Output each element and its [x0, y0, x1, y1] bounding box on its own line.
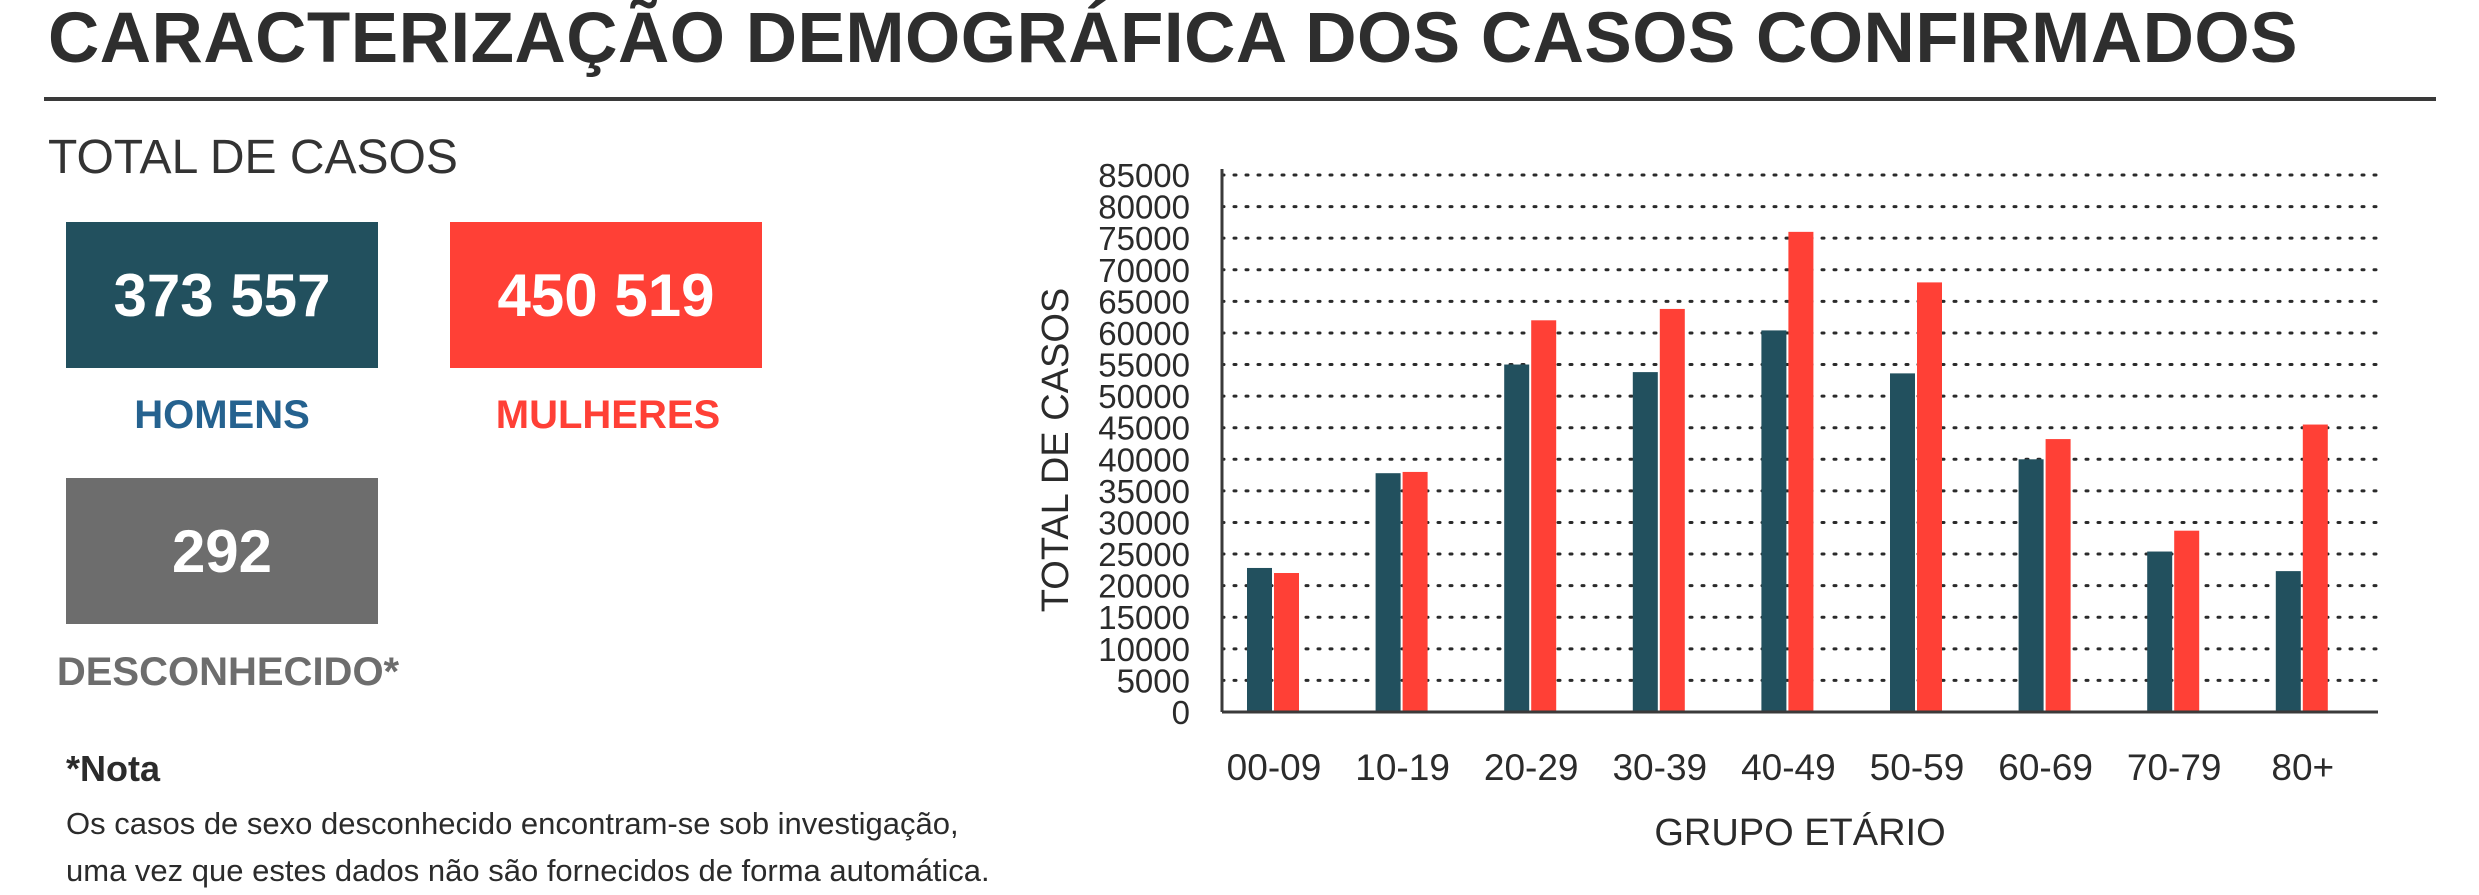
men-total-box: 373 557: [66, 222, 378, 368]
x-tick-label: 50-59: [1870, 747, 1965, 788]
x-tick-label: 30-39: [1612, 747, 1707, 788]
page-title: CARACTERIZAÇÃO DEMOGRÁFICA DOS CASOS CON…: [48, 0, 2298, 78]
y-tick-label: 5000: [1117, 662, 1190, 699]
bar-70-79-series-0: [2147, 551, 2173, 712]
y-tick-label: 60000: [1098, 315, 1190, 352]
y-tick-label: 50000: [1098, 378, 1190, 415]
bar-20-29-series-1: [1531, 320, 1557, 712]
x-tick-label: 10-19: [1355, 747, 1450, 788]
bar-50-59-series-1: [1917, 282, 1942, 712]
x-tick-label: 40-49: [1741, 747, 1836, 788]
y-tick-label: 40000: [1098, 441, 1190, 478]
x-axis-title: GRUPO ETÁRIO: [1654, 811, 1945, 854]
y-tick-label: 85000: [1098, 157, 1190, 194]
x-tick-label: 80+: [2271, 747, 2334, 788]
y-tick-label: 55000: [1098, 347, 1190, 384]
y-tick-label: 0: [1172, 694, 1190, 731]
x-tick-label: 00-09: [1227, 747, 1322, 788]
y-tick-labels: 0500010000150002000025000300003500040000…: [1098, 157, 1190, 731]
bar-80+-series-1: [2302, 424, 2328, 712]
bar-70-79-series-1: [2174, 530, 2200, 712]
y-tick-label: 80000: [1098, 189, 1190, 226]
men-total-value: 373 557: [113, 261, 331, 329]
y-tick-label: 70000: [1098, 252, 1190, 289]
bar-40-49-series-1: [1788, 231, 1814, 712]
note-text: Os casos de sexo desconhecido encontram-…: [66, 800, 990, 894]
women-total-box: 450 519: [450, 222, 762, 368]
unknown-total-value: 292: [171, 517, 273, 585]
bar-20-29-series-0: [1504, 364, 1530, 712]
bar-60-69-series-1: [2045, 439, 2071, 712]
y-tick-label: 10000: [1098, 631, 1190, 668]
women-total-value: 450 519: [497, 261, 715, 329]
unknown-label: DESCONHECIDO*: [56, 650, 400, 694]
x-tick-label: 20-29: [1484, 747, 1579, 788]
bar-80+-series-0: [2275, 571, 2301, 712]
bar-00-09-series-0: [1247, 567, 1272, 712]
bar-60-69-series-0: [2018, 459, 2044, 712]
bar-40-49-series-0: [1761, 330, 1787, 712]
y-tick-label: 20000: [1098, 568, 1190, 605]
y-tick-label: 35000: [1098, 473, 1190, 510]
bar-30-39-series-1: [1659, 308, 1685, 712]
note-title: *Nota: [66, 748, 161, 789]
y-axis-title: TOTAL DE CASOS: [1035, 288, 1077, 612]
x-tick-label: 70-79: [2127, 747, 2222, 788]
title-divider: [44, 97, 2436, 101]
x-tick-labels: 00-09 10-19 20-29 30-39 40-49 50-59 60-69 70-79…: [1227, 747, 2335, 788]
bar-00-09-series-1: [1274, 573, 1299, 712]
note-line-2: uma vez que estes dados não são fornecid…: [66, 853, 990, 888]
men-label: HOMENS: [134, 393, 310, 437]
total-cases-label: TOTAL DE CASOS: [48, 131, 458, 184]
y-tick-label: 25000: [1098, 536, 1190, 573]
note-line-1: Os casos de sexo desconhecido encontram-…: [66, 806, 959, 841]
women-label: MULHERES: [495, 393, 721, 437]
bar-50-59-series-0: [1890, 373, 1915, 712]
y-tick-label: 75000: [1098, 220, 1190, 257]
y-tick-label: 30000: [1098, 504, 1190, 541]
chart-axes: [1220, 169, 2378, 714]
chart-bars: [1247, 231, 2328, 712]
bar-10-19-series-1: [1402, 471, 1428, 712]
bar-30-39-series-0: [1632, 372, 1658, 712]
unknown-total-box: 292: [66, 478, 378, 624]
bar-10-19-series-0: [1375, 473, 1401, 712]
x-tick-label: 60-69: [1998, 747, 2093, 788]
y-tick-label: 45000: [1098, 410, 1190, 447]
y-tick-label: 15000: [1098, 599, 1190, 636]
y-tick-label: 65000: [1098, 283, 1190, 320]
